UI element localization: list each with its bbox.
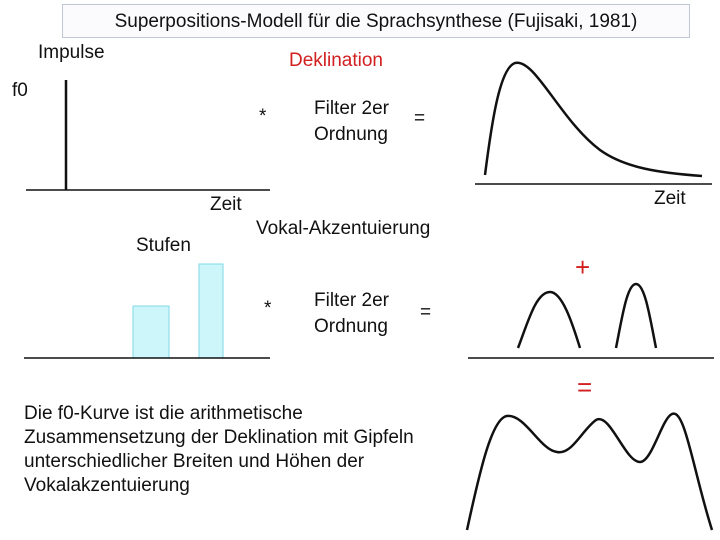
step-bar-small — [132, 305, 170, 359]
filter-label-bottom-line2: Ordnung — [314, 316, 388, 337]
result-equals-sign: = — [577, 372, 593, 402]
filter-label-top-line2: Ordnung — [314, 124, 388, 145]
equals-sign-top: = — [414, 108, 426, 129]
convolution-symbol-bottom: * — [264, 298, 272, 319]
time-axis-label-left: Zeit — [210, 194, 242, 215]
equals-sign-bottom: = — [420, 302, 432, 323]
deklination-label: Deklination — [289, 50, 383, 71]
step-bar-tall — [198, 263, 224, 359]
declination-curve — [483, 61, 703, 178]
convolution-symbol-top: * — [259, 106, 267, 127]
plus-sign: + — [575, 252, 591, 282]
f0-label: f0 — [12, 80, 28, 101]
explanation-text: Die f0-Kurve ist die arithmetische Zusam… — [24, 403, 414, 496]
accent-pulse-narrow — [614, 282, 658, 349]
accent-pulse-wide — [516, 290, 582, 349]
slide-title: Superpositions-Modell für die Sprachsynt… — [62, 4, 690, 38]
filter-label-top-line1: Filter 2er — [314, 98, 389, 119]
f0-result-curve — [465, 412, 714, 531]
impulse-label: Impulse — [38, 42, 105, 63]
vokal-akzentuierung-label: Vokal-Akzentuierung — [256, 218, 431, 239]
stufen-label: Stufen — [136, 235, 191, 256]
filter-label-bottom-line1: Filter 2er — [314, 290, 389, 311]
time-axis-label-right: Zeit — [654, 188, 686, 209]
